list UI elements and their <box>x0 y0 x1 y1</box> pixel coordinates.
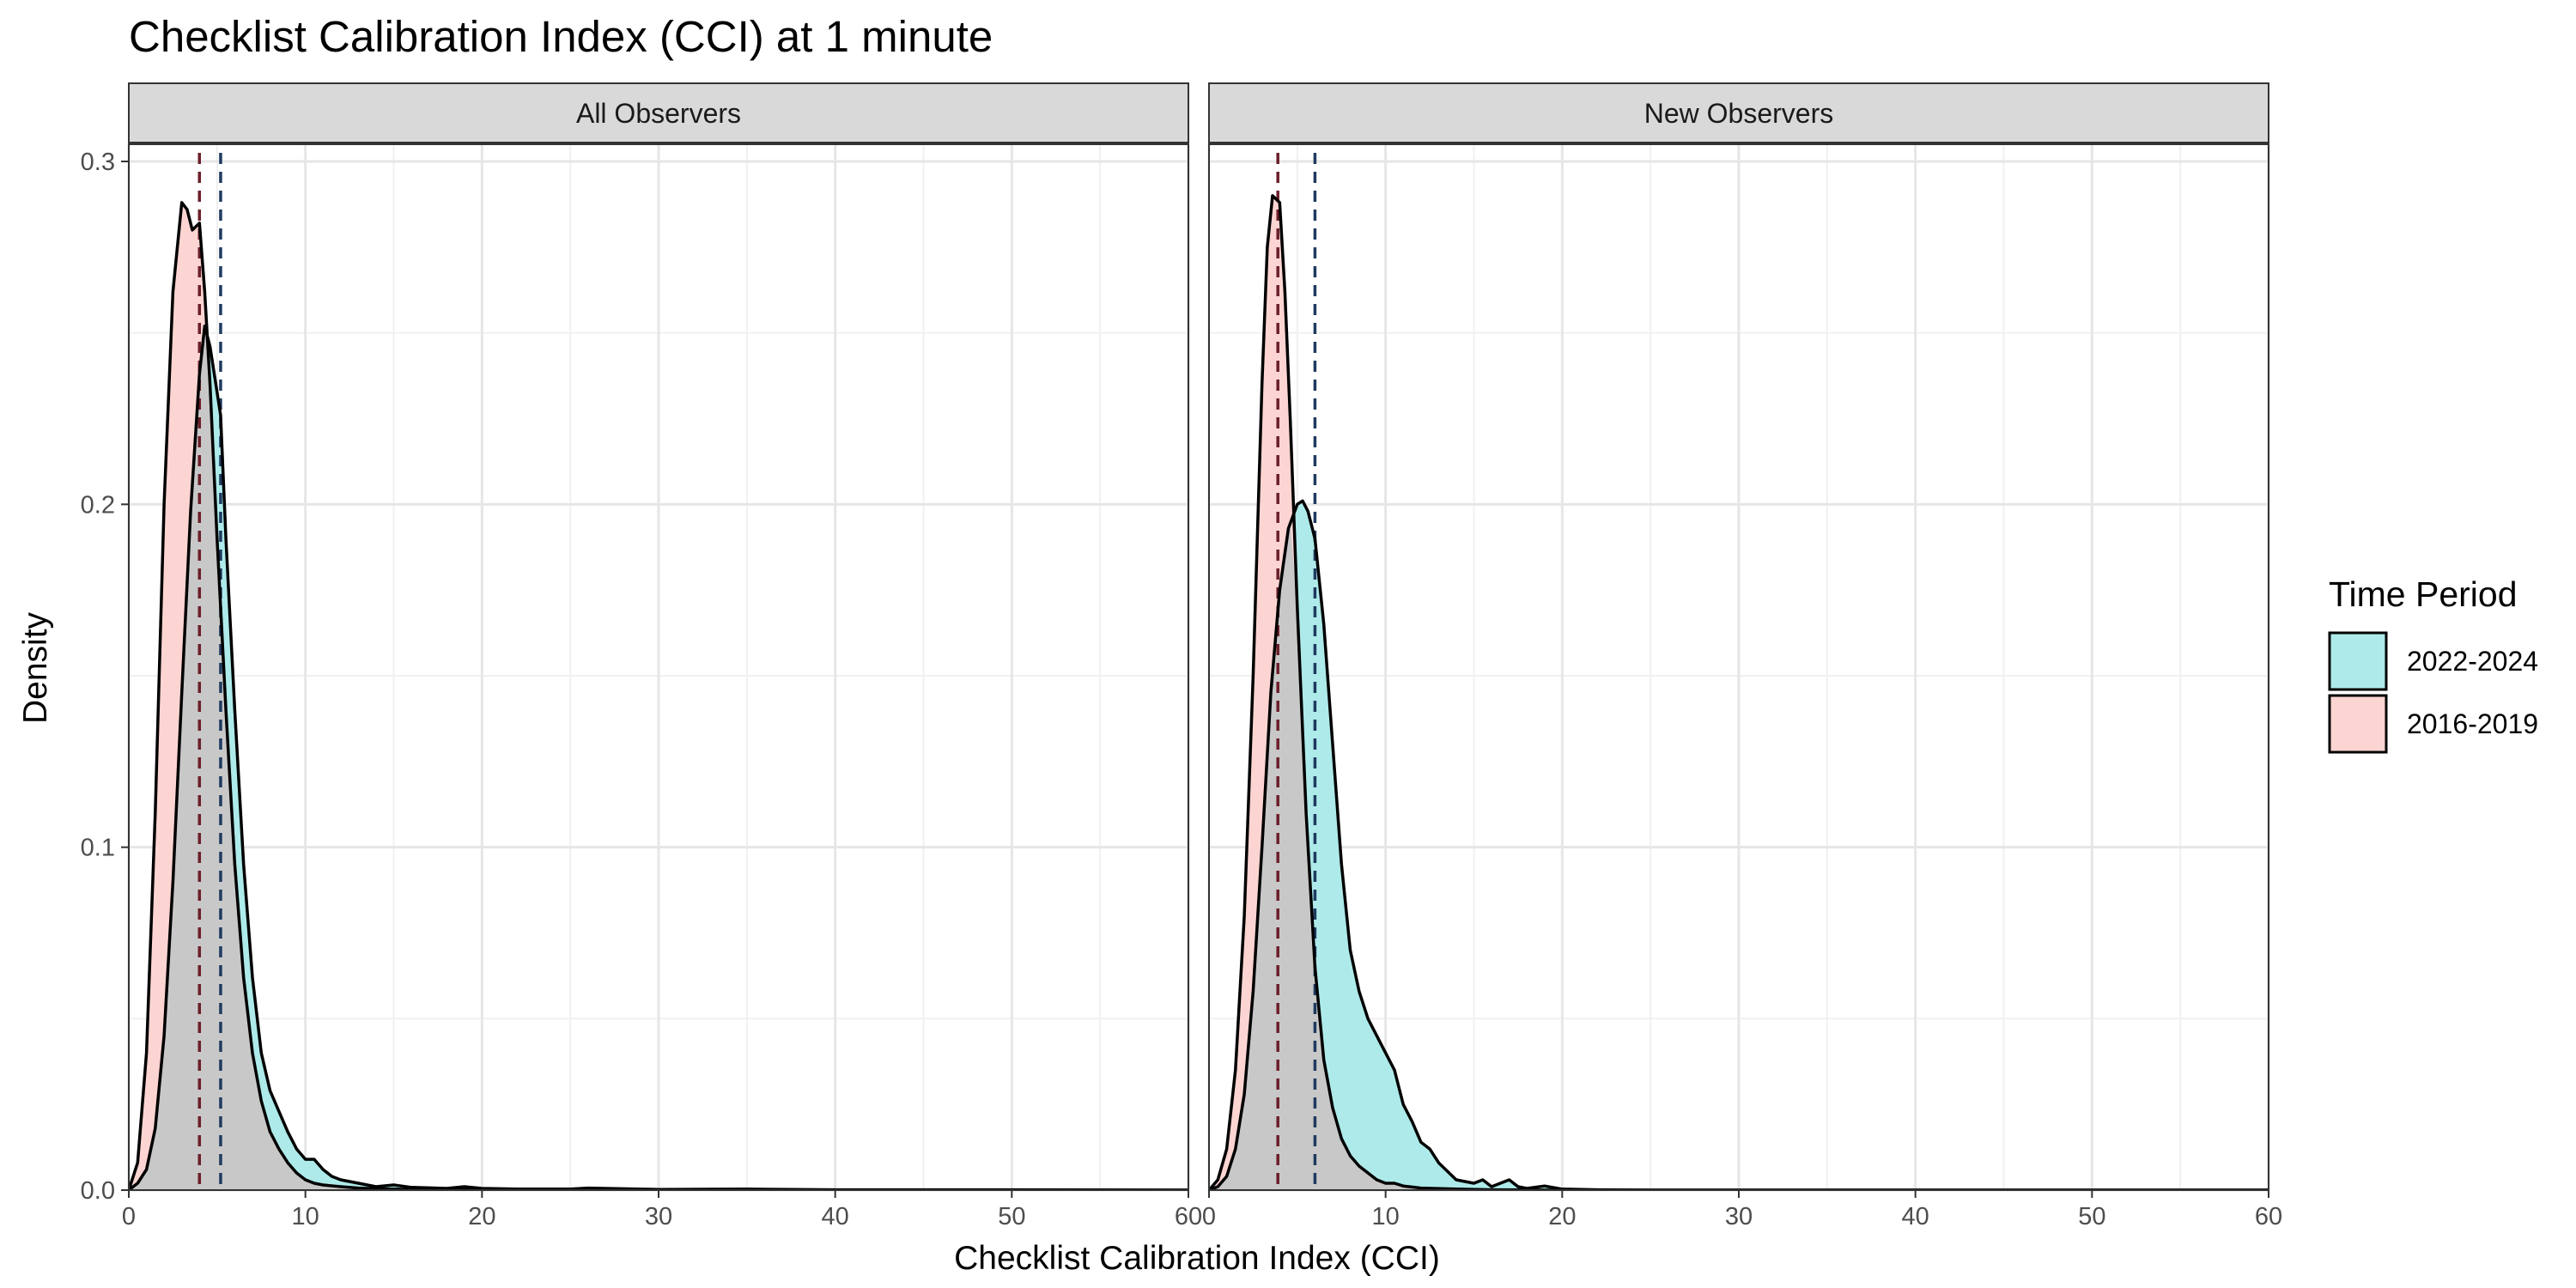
x-tick-label: 30 <box>645 1203 672 1230</box>
panel-all-observers: All Observers 0 10 20 30 40 50 60 0.0 0.1 0.2 0.3 <box>81 82 1202 1230</box>
y-tick-label: 0.1 <box>81 835 115 862</box>
legend-title: Time Period <box>2329 574 2518 614</box>
chart-title: Checklist Calibration Index (CCI) at 1 m… <box>129 12 993 61</box>
legend-key <box>2328 694 2388 754</box>
density-layer <box>1209 153 2269 1190</box>
x-axis: 0 10 20 30 40 50 60 <box>1202 1190 2282 1230</box>
legend-entry-2016-2019: 2016-2019 <box>2328 694 2538 754</box>
x-tick-label: 10 <box>1372 1203 1400 1230</box>
x-tick-label: 20 <box>1548 1203 1576 1230</box>
panels: All Observers 0 10 20 30 40 50 60 0.0 0.1 0.2 0.3 Ne… <box>81 82 2282 1230</box>
legend-label: 2022-2024 <box>2407 646 2538 677</box>
y-tick-label: 0.0 <box>81 1177 115 1205</box>
legend: Time Period 2022-2024 2016-2019 <box>2328 574 2538 754</box>
legend-key <box>2328 631 2388 691</box>
density-line-2016-2019 <box>129 201 1188 1190</box>
x-axis: 0 10 20 30 40 50 60 <box>122 1190 1202 1230</box>
density-line-2022-2024 <box>1209 499 2269 1190</box>
density-overlap-area <box>129 325 1188 1190</box>
panel-new-observers: New Observers 0 10 20 30 40 50 60 <box>1202 82 2282 1230</box>
x-tick-label: 60 <box>1175 1203 1202 1230</box>
legend-entry-2022-2024: 2022-2024 <box>2328 631 2538 691</box>
legend-label: 2016-2019 <box>2407 708 2538 739</box>
y-axis: 0.0 0.1 0.2 0.3 <box>81 149 129 1205</box>
x-tick-label: 0 <box>1202 1203 1216 1230</box>
x-tick-label: 40 <box>1902 1203 1929 1230</box>
strip-background <box>1208 82 2269 143</box>
x-axis-title: Checklist Calibration Index (CCI) <box>954 1240 1440 1277</box>
strip-background <box>128 82 1189 143</box>
x-tick-label: 20 <box>468 1203 495 1230</box>
x-tick-label: 60 <box>2255 1203 2282 1230</box>
x-tick-label: 50 <box>998 1203 1025 1230</box>
y-axis-title: Density <box>17 611 54 724</box>
density-layer <box>129 153 1188 1190</box>
y-tick-label: 0.3 <box>81 149 115 176</box>
density-line-2016-2019 <box>1209 194 2269 1190</box>
x-tick-label: 50 <box>2078 1203 2105 1230</box>
x-tick-label: 10 <box>292 1203 319 1230</box>
strip-label: New Observers <box>1644 98 1834 129</box>
x-tick-label: 30 <box>1725 1203 1753 1230</box>
x-tick-label: 40 <box>822 1203 849 1230</box>
x-tick-label: 0 <box>122 1203 136 1230</box>
strip-label: All Observers <box>576 98 741 129</box>
y-tick-label: 0.2 <box>81 491 115 519</box>
